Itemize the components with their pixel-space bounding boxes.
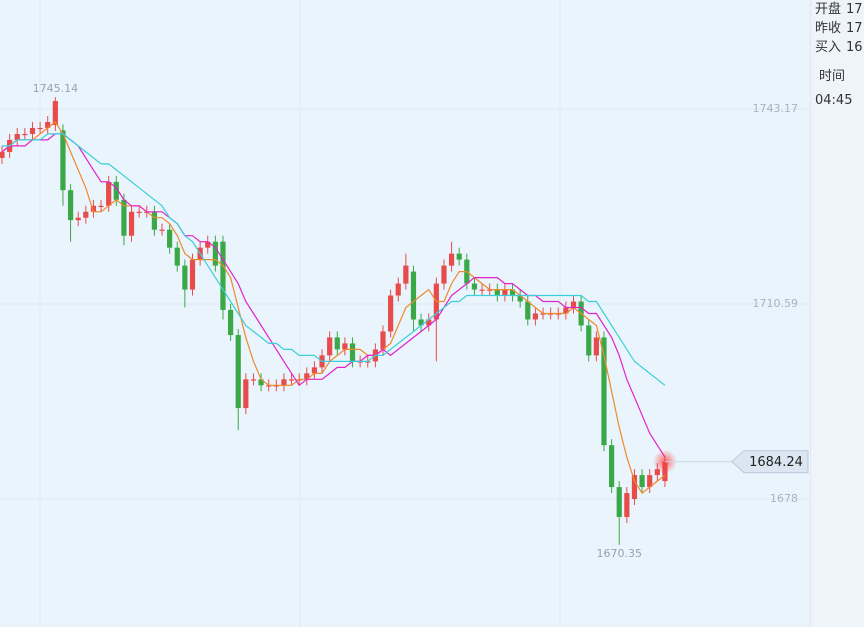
y-tick-label: 1710.59: [753, 297, 799, 310]
last-price-label: 1684.24: [749, 455, 803, 470]
candle-body: [563, 307, 569, 314]
candle-body: [517, 295, 523, 302]
candle-body: [609, 445, 615, 488]
candle-body: [212, 241, 218, 266]
candle-body: [45, 121, 51, 128]
candle-body: [258, 379, 264, 386]
moving-average: [2, 133, 666, 386]
candle-body: [189, 259, 196, 290]
candle-body: [228, 309, 234, 336]
info-row: 昨收 17: [811, 19, 864, 38]
candle-body: [311, 367, 318, 374]
candle-body: [441, 265, 447, 284]
candle-body: [509, 289, 516, 296]
info-value: 17: [846, 2, 863, 17]
candle-body: [121, 199, 127, 236]
candle-body: [654, 469, 660, 476]
info-label: 开盘: [815, 2, 842, 17]
candle-body: [83, 211, 89, 218]
candle-body: [243, 379, 249, 409]
candle-body: [403, 265, 409, 284]
candle-body: [380, 331, 386, 350]
candle-body: [136, 211, 142, 213]
candle-body: [532, 313, 538, 320]
candle-body: [37, 127, 43, 130]
moving-average: [1, 121, 666, 494]
candle-body: [273, 385, 279, 387]
candle-body: [426, 319, 432, 326]
candle-body: [288, 379, 295, 381]
candle-body: [159, 229, 165, 231]
candle-body: [494, 289, 500, 296]
candle-body: [586, 325, 592, 356]
candle-body: [90, 205, 97, 212]
candle-body: [593, 337, 599, 356]
candle-body: [448, 253, 455, 266]
candle-body: [616, 487, 622, 517]
info-panel: 开盘 17 昨收 17 买入 16 时间 04:45: [810, 0, 864, 627]
candle-body: [334, 337, 340, 350]
candle-body: [327, 337, 333, 356]
info-row: 买入 16: [811, 38, 864, 57]
info-value: 17: [846, 21, 863, 36]
candle-body: [174, 247, 180, 266]
candle-body: [52, 101, 58, 125]
info-label: 昨收: [815, 21, 842, 36]
info-row: 开盘 17: [811, 0, 864, 19]
info-time-label: 时间: [819, 69, 846, 84]
candle-body: [418, 319, 424, 326]
y-tick-label: 1678: [770, 492, 798, 505]
last-price-tag: [731, 450, 809, 474]
candle-body: [525, 301, 531, 320]
candle-body: [113, 181, 119, 200]
candle-body: [395, 283, 401, 296]
chart: 1743.17 1710.59 1678 1745.14 1670.35 1684.24: [0, 0, 810, 627]
candle-body: [67, 190, 74, 221]
candle-body: [647, 475, 653, 488]
candle-body: [0, 151, 5, 158]
candle-body: [502, 289, 508, 296]
info-value: 16: [846, 40, 863, 55]
candle-body: [266, 385, 272, 387]
candle-body: [22, 133, 28, 136]
candle-body: [75, 217, 81, 221]
candle-body: [220, 241, 226, 310]
candle-body: [639, 475, 645, 488]
candle-body: [304, 373, 310, 380]
candle-body: [182, 265, 188, 290]
info-time: 04:45: [815, 93, 853, 108]
high-label: 1745.14: [33, 82, 79, 95]
candle-body: [151, 211, 157, 230]
candle-body: [205, 241, 211, 248]
candle-body: [14, 133, 20, 140]
candle-body: [98, 205, 104, 207]
candle-body: [471, 283, 478, 290]
candle-body: [456, 253, 462, 260]
y-tick-label: 1743.17: [753, 102, 799, 115]
candle-body: [388, 295, 394, 332]
moving-average: [1, 133, 666, 458]
candle-body: [570, 301, 577, 308]
candle-body: [281, 379, 287, 386]
candle-body: [601, 337, 607, 446]
info-label: 买入: [815, 40, 842, 55]
candle-body: [349, 343, 356, 362]
candle-body: [342, 343, 348, 350]
candle-body: [479, 289, 485, 291]
candle-body: [128, 211, 135, 236]
low-label: 1670.35: [596, 547, 642, 560]
candle-body: [106, 181, 112, 206]
candle-body: [60, 130, 66, 191]
candle-body: [631, 475, 638, 500]
candle-body: [167, 229, 173, 248]
candle-body: [250, 379, 257, 381]
candle-body: [29, 127, 36, 134]
candle-body: [624, 493, 630, 517]
candle-body: [235, 335, 241, 409]
candle-body: [410, 271, 417, 320]
